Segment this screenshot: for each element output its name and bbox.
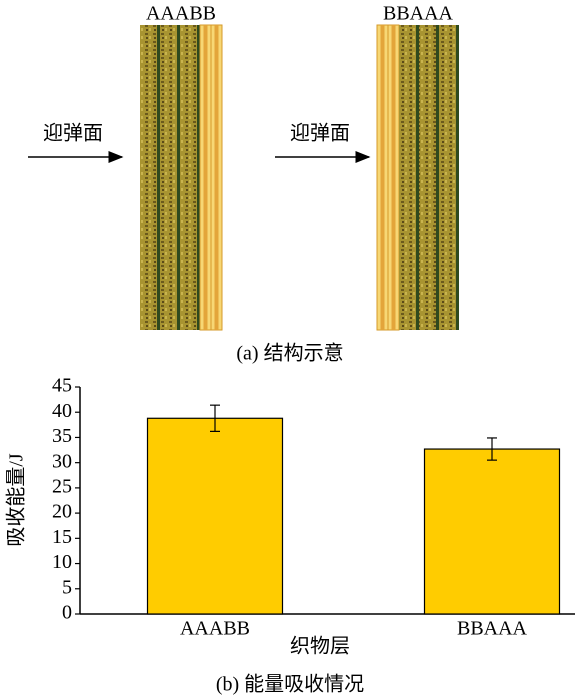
- x-tick-label: AAABB: [180, 618, 250, 640]
- layer-b-stripe: [203, 25, 208, 330]
- x-tick-label: BBAAA: [457, 618, 528, 640]
- bar: [146, 417, 284, 615]
- y-tick-label: 15: [52, 526, 72, 548]
- y-tick-label: 20: [52, 501, 72, 523]
- y-tick-label: 45: [52, 375, 72, 397]
- caption-a: (a) 结构示意: [236, 342, 343, 365]
- y-tick-label: 35: [52, 425, 72, 447]
- layer-edge: [436, 25, 439, 330]
- layer-a: [439, 25, 459, 330]
- y-tick-label: 0: [62, 602, 72, 624]
- panel-label: AAABB: [146, 3, 216, 25]
- layer-edge: [456, 25, 459, 330]
- y-tick-label: 30: [52, 450, 72, 472]
- layer-b-stripe: [391, 25, 396, 330]
- y-axis-label: 吸收能量/J: [5, 453, 28, 547]
- layer-a: [160, 25, 180, 330]
- x-axis-label: 织物层: [290, 635, 350, 658]
- y-tick-label: 40: [52, 400, 72, 422]
- layer-b-stripe: [214, 25, 219, 330]
- layer-edge: [177, 25, 180, 330]
- y-tick-label: 5: [62, 576, 72, 598]
- y-tick-label: 25: [52, 475, 72, 497]
- layer-edge: [157, 25, 160, 330]
- side-label: 迎弹面: [43, 122, 103, 145]
- layer-a: [180, 25, 200, 330]
- layer-a: [419, 25, 439, 330]
- layer-a: [399, 25, 419, 330]
- side-label: 迎弹面: [290, 122, 350, 145]
- layer-edge: [416, 25, 419, 330]
- layer-b-stripe: [380, 25, 385, 330]
- layer-a: [140, 25, 160, 330]
- bar: [423, 448, 561, 615]
- caption-b: (b) 能量吸收情况: [216, 673, 364, 696]
- panel-label: BBAAA: [383, 3, 454, 25]
- layer-edge: [197, 25, 200, 330]
- y-tick-label: 10: [52, 551, 72, 573]
